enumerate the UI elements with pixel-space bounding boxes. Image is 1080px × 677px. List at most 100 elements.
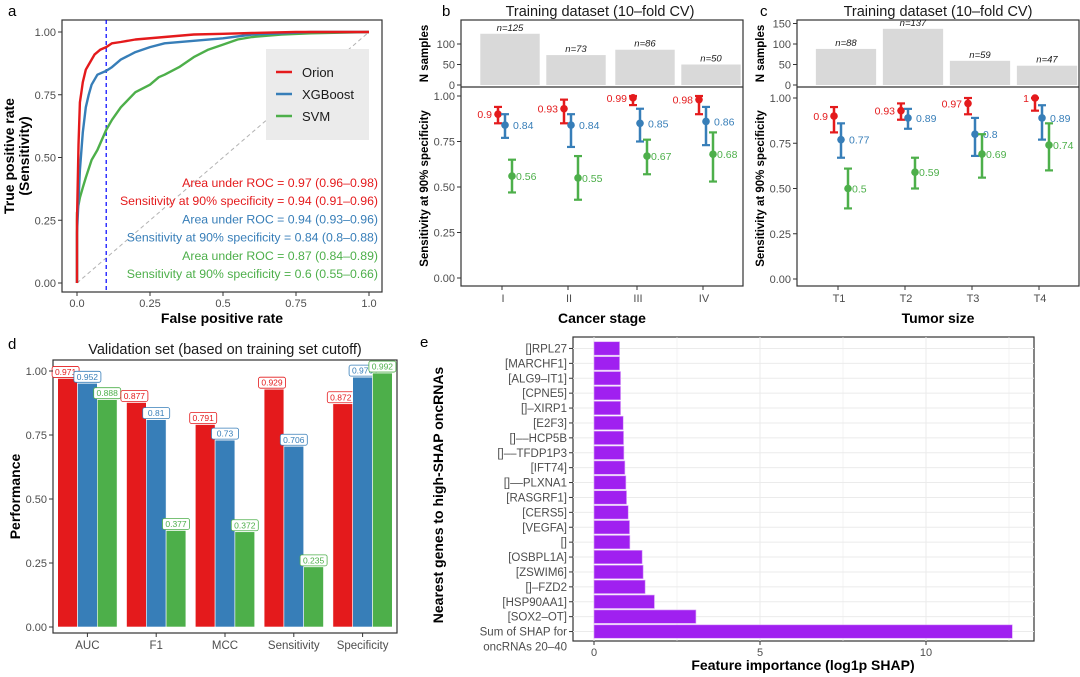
shap-bar xyxy=(593,445,625,460)
point-xgboost xyxy=(837,135,845,144)
y-tick-label-line: Sum of SHAP for xyxy=(480,627,568,639)
shap-bar xyxy=(593,460,626,475)
shap-bar xyxy=(593,415,624,430)
point-xgboost xyxy=(904,114,912,122)
bar-label-text: 0.971 xyxy=(55,367,77,377)
shap-bar xyxy=(593,520,630,535)
top-y-axis-title: N samples xyxy=(419,25,431,83)
y-tick-label: 0.00 xyxy=(770,274,791,286)
point-orion xyxy=(1031,94,1039,102)
shap-bar xyxy=(593,386,621,401)
point-label: 0.85 xyxy=(648,118,669,130)
x-tick-label: 0 xyxy=(591,647,597,659)
y-tick-label: []––PLXNA1 xyxy=(504,478,567,490)
point-label: 0.86 xyxy=(714,116,735,128)
diagonal-reference-line xyxy=(76,31,370,284)
bar-label-text: 0.929 xyxy=(261,378,283,388)
point-label: 0.68 xyxy=(717,149,738,161)
panel-title-b: Training dataset (10–fold CV) xyxy=(506,4,695,20)
point-label: 1 xyxy=(1023,93,1029,105)
y-tick-label: 1.00 xyxy=(770,93,791,105)
bar-label-box xyxy=(211,427,239,440)
top-y-axis-title: N samples xyxy=(755,25,767,83)
point-orion xyxy=(897,106,905,115)
point-label: 0.97 xyxy=(942,98,963,110)
bar-svm xyxy=(234,531,255,628)
bar-xgboost xyxy=(283,445,304,628)
legend-label: Orion xyxy=(302,65,334,80)
roc-curve-xgboost xyxy=(75,30,369,283)
bar-value-label: 0.377 xyxy=(162,518,190,530)
point-xgboost xyxy=(702,117,710,126)
bar-label-text: 0.81 xyxy=(148,408,165,418)
n-samples-label: n=137 xyxy=(900,18,927,29)
x-tick-label: II xyxy=(566,293,572,305)
shap-bar xyxy=(593,505,629,520)
bar-label-box xyxy=(189,412,218,424)
x-tick-label: 5 xyxy=(757,647,763,659)
point-svm xyxy=(978,150,986,158)
point-orion xyxy=(629,94,637,102)
bar-svm xyxy=(97,399,118,628)
top-y-tick-label: 0 xyxy=(449,80,455,92)
y-tick-label: [RASGRF1] xyxy=(506,492,567,504)
point-xgboost xyxy=(501,121,509,129)
y-tick-label: 1.00 xyxy=(35,27,56,39)
point-xgboost xyxy=(636,119,644,128)
point-orion xyxy=(830,112,838,120)
bar-svm xyxy=(372,372,393,628)
x-tick-label: Sensitivity xyxy=(268,640,320,652)
x-axis-title: False positive rate xyxy=(161,310,283,326)
point-label: 0.93 xyxy=(875,106,896,118)
y-tick-label: [ZSWIM6] xyxy=(516,567,567,579)
bar-value-label: 0.706 xyxy=(279,433,308,446)
x-tick-label: 0.5 xyxy=(215,298,230,310)
point-xgboost xyxy=(971,130,979,138)
y-tick-label: [HSP90AA1] xyxy=(502,597,567,609)
y-axis-title: True positive rate xyxy=(1,98,17,214)
point-xgboost xyxy=(1038,114,1046,122)
y-tick-label: [ALG9–IT1] xyxy=(508,373,567,385)
y-tick-label: [SOX2–OT] xyxy=(508,612,567,624)
shap-bar xyxy=(593,609,697,624)
shap-bar xyxy=(593,550,643,565)
n-samples-label: n=125 xyxy=(497,23,524,34)
point-label: 0.67 xyxy=(651,151,672,163)
point-label: 0.55 xyxy=(582,173,603,185)
shap-bar xyxy=(593,401,621,416)
y-axis-title: Sensitivity at 90% specificity xyxy=(419,110,431,267)
y-tick-label: 0.75 xyxy=(770,138,791,150)
x-tick-label: 0.75 xyxy=(285,298,306,310)
shap-bar xyxy=(593,579,646,594)
roc-annotation: Area under ROC = 0.94 (0.93–0.96) xyxy=(182,212,378,226)
n-samples-bar xyxy=(615,49,675,85)
n-samples-label: n=88 xyxy=(835,38,857,49)
x-tick-label: Specificity xyxy=(337,640,389,652)
roc-annotation: Sensitivity at 90% specificity = 0.84 (0… xyxy=(127,231,378,245)
point-label: 0.8 xyxy=(983,129,998,141)
roc-curve-svm xyxy=(75,30,370,283)
y-tick-label: 0.50 xyxy=(26,494,47,506)
legend-label: XGBoost xyxy=(302,87,354,102)
x-tick-label: I xyxy=(501,293,504,305)
point-label: 0.98 xyxy=(673,95,694,107)
bar-xgboost xyxy=(214,439,236,628)
y-tick-label: []––TFDP1P3 xyxy=(497,448,567,460)
point-label: 0.89 xyxy=(1050,113,1071,125)
bar-orion xyxy=(263,388,285,628)
point-orion xyxy=(494,110,502,118)
shap-bar xyxy=(593,475,627,490)
bar-label-box xyxy=(368,360,397,373)
point-label: 0.84 xyxy=(513,120,534,132)
shap-bar xyxy=(593,341,620,356)
y-axis-title: Performance xyxy=(7,453,23,539)
n-samples-bar xyxy=(546,55,606,85)
top-y-tick-label: 50 xyxy=(779,60,791,72)
y-tick-label: [CPNE5] xyxy=(522,388,567,400)
point-svm xyxy=(508,172,516,180)
point-label: 0.84 xyxy=(579,120,600,132)
y-tick-label: 0.00 xyxy=(26,622,47,634)
bar-label-box xyxy=(279,433,308,446)
bar-label-box xyxy=(120,390,149,402)
bar-svm xyxy=(303,566,324,628)
